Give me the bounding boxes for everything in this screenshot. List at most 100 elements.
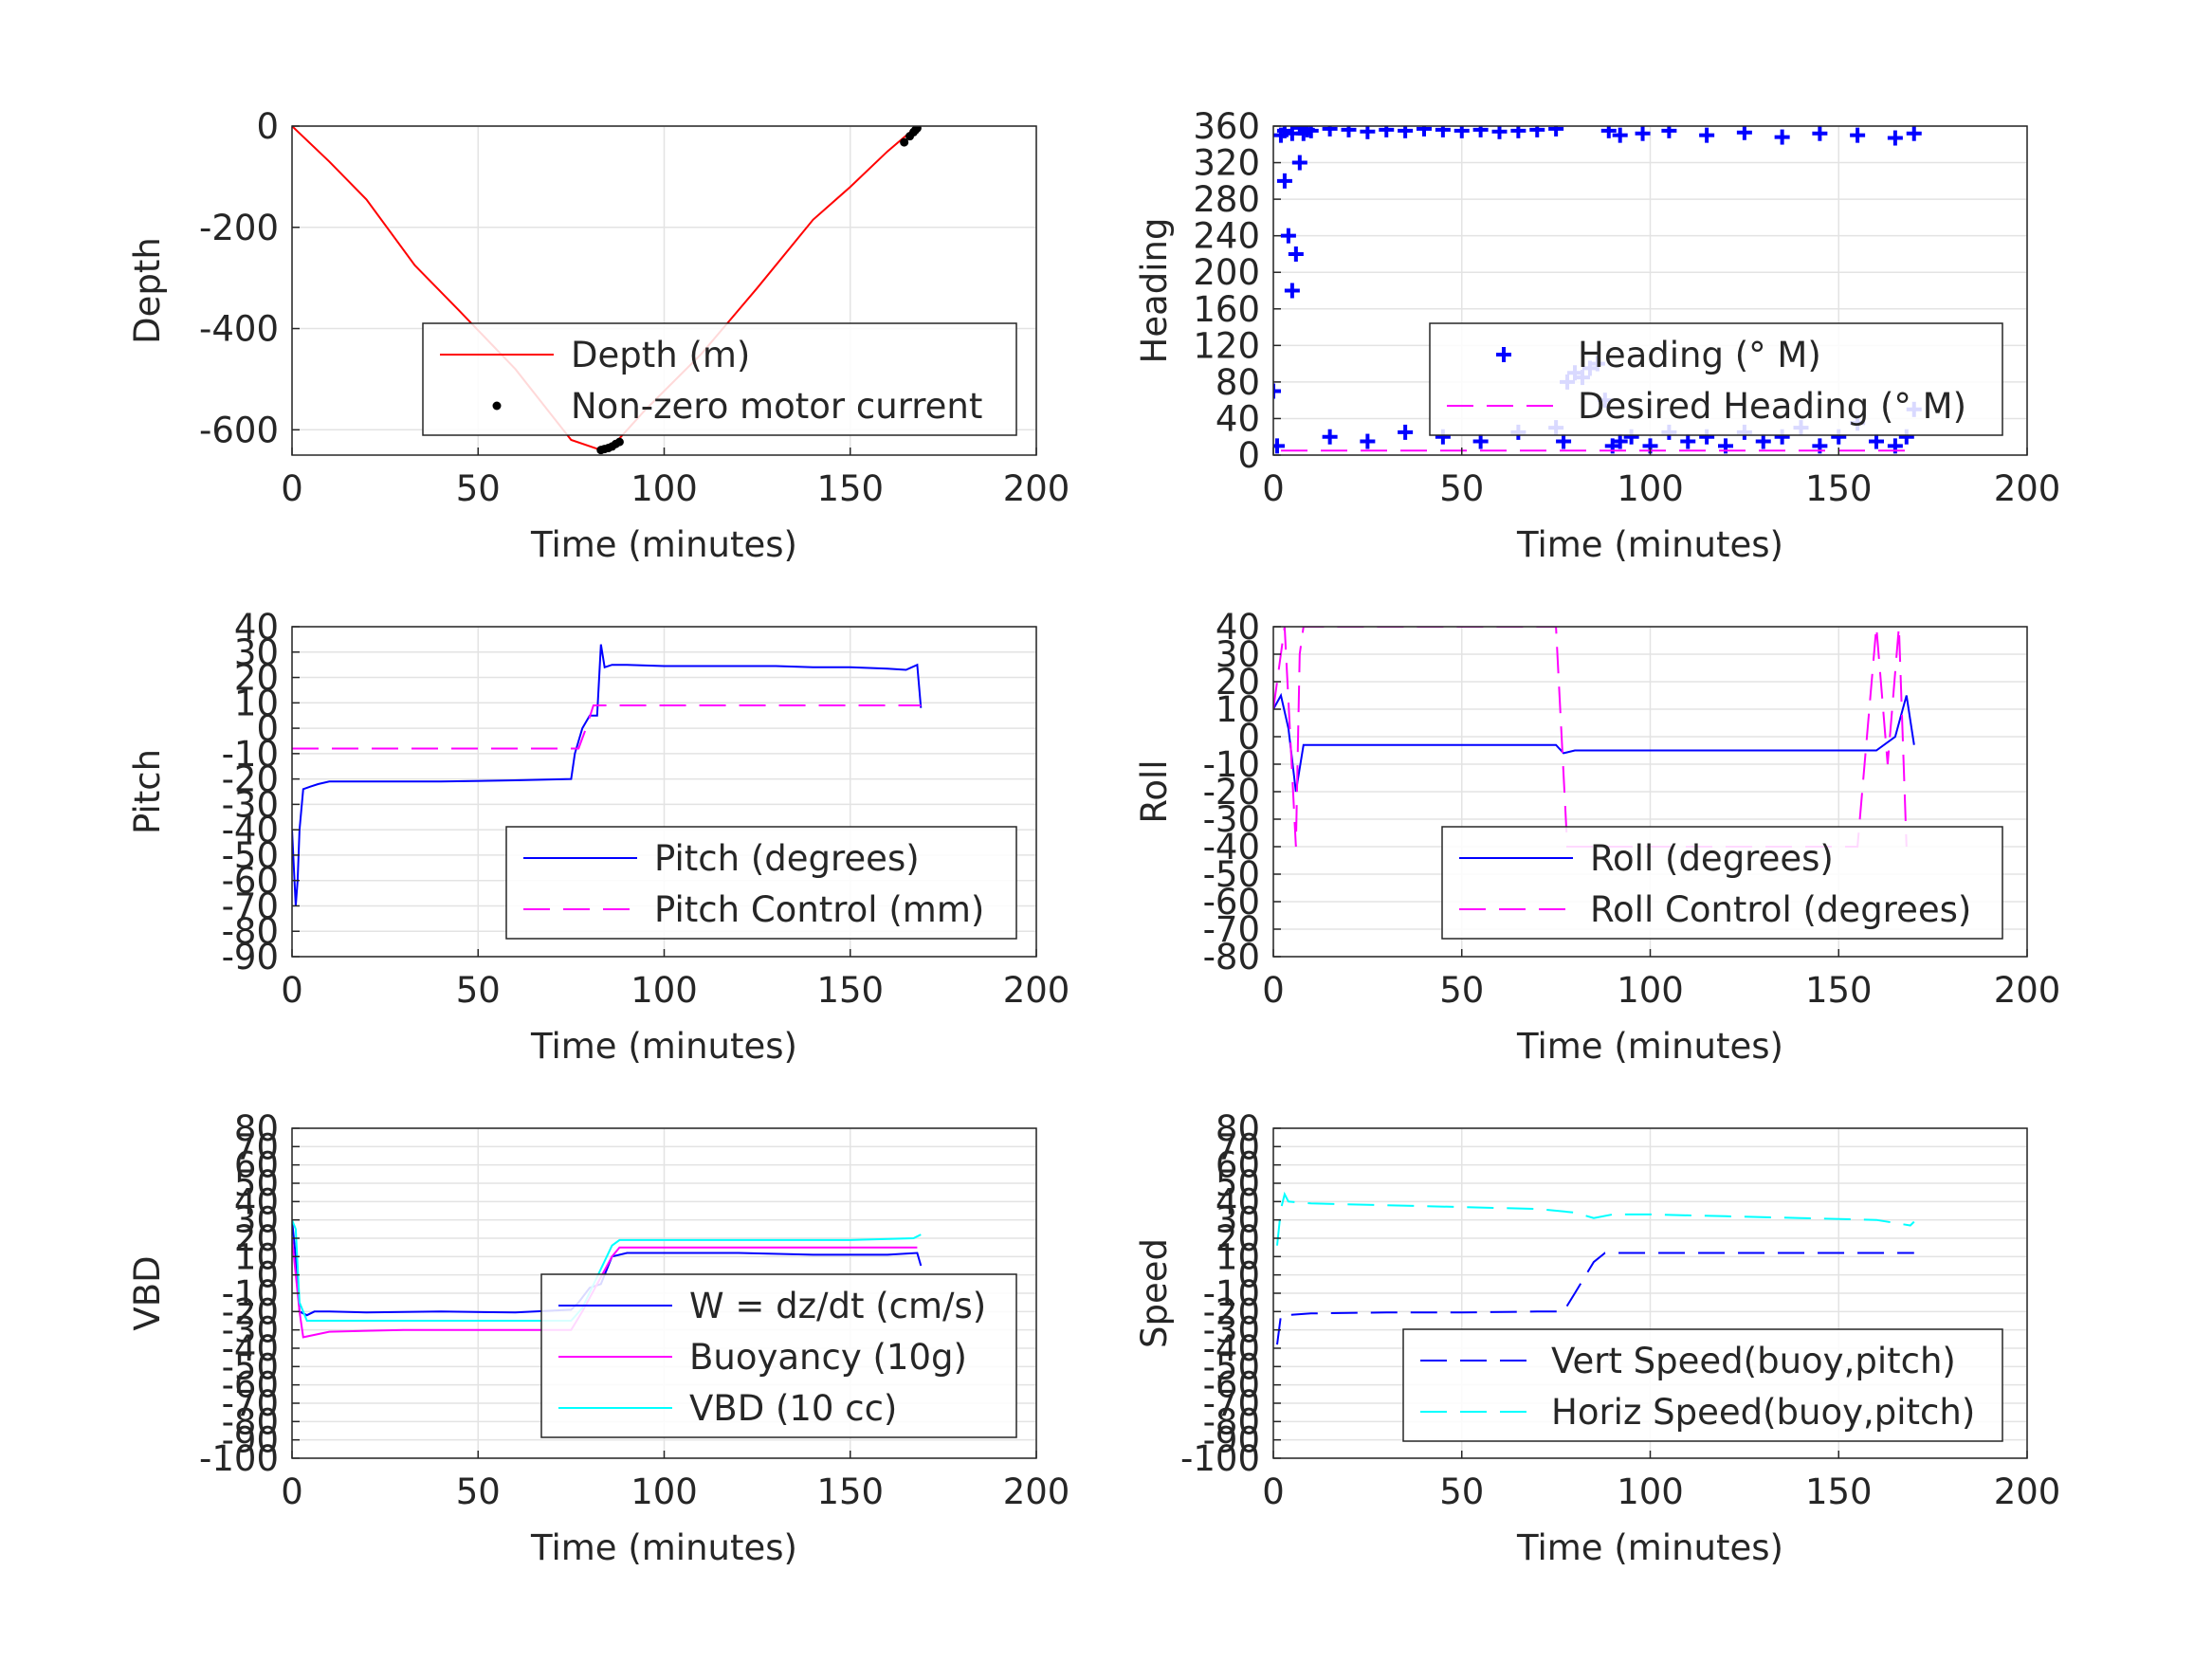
tick-label-y: -30: [222, 1310, 279, 1351]
tick-label-y: -90: [222, 937, 279, 978]
tick-label-x: 150: [816, 970, 884, 1011]
marker-depth: [900, 137, 909, 147]
tick-label-y: 0: [1237, 435, 1260, 476]
tick-label-y: -20: [222, 1291, 279, 1332]
tick-label-y: 10: [234, 1236, 279, 1277]
tick-label-y: 30: [234, 1200, 279, 1241]
series-pitch-1: [292, 704, 922, 750]
subplot-vbd: 0 50 100 150 20080706050403020100-10-20-30-4…: [127, 1108, 1069, 1568]
tick-label-x: 0: [1262, 468, 1285, 509]
y-axis-label: Pitch: [127, 749, 168, 834]
tick-label-x: 150: [1805, 468, 1873, 509]
marker-heading: [1417, 126, 1432, 137]
marker-heading: [1398, 126, 1414, 138]
tick-label-y: -40: [222, 1328, 279, 1369]
tick-label-y: -50: [222, 1346, 279, 1387]
tick-label-y: -80: [1203, 1401, 1260, 1442]
tick-label-y: -60: [1203, 882, 1260, 923]
tick-label-y: -100: [1180, 1438, 1260, 1479]
tick-label-x: 50: [1439, 1471, 1484, 1512]
tick-label-y: 40: [1216, 1181, 1260, 1222]
legend-label: Heading (° M): [1578, 335, 1821, 375]
tick-label-y: 40: [234, 1181, 279, 1222]
tick-label-x: 100: [1617, 1471, 1684, 1512]
x-axis-label: Time (minutes): [530, 1527, 797, 1568]
tick-label-y: 0: [256, 106, 279, 147]
y-axis-label: Speed: [1134, 1238, 1175, 1348]
tick-label-y: -40: [1203, 827, 1260, 868]
tick-label-y: -40: [1203, 1328, 1260, 1369]
subplot-depth: 0 50 100 150 200 0 -200 -400 -600 Time (minutes) D…: [127, 106, 1069, 565]
marker-heading: [1273, 383, 1281, 399]
series-roll-0: [1273, 692, 1915, 793]
marker-heading: [1612, 433, 1628, 449]
tick-label-y: -10: [222, 1273, 279, 1314]
legend-box: [422, 322, 1017, 436]
tick-label-y: -50: [1203, 854, 1260, 895]
tick-label-y: 30: [1216, 1200, 1260, 1241]
series-speed-0: [1276, 1252, 1914, 1345]
tick-label-y: 10: [1216, 1236, 1260, 1277]
tick-label-x: 100: [1617, 468, 1684, 509]
series-group-speed: [1276, 1191, 1915, 1345]
tick-label-y: -70: [222, 886, 279, 926]
x-axis-label: Time (minutes): [1516, 524, 1783, 565]
tick-label-x: 50: [1439, 468, 1484, 509]
legend-label: Pitch Control (mm): [654, 889, 984, 930]
tick-label-x: 200: [1994, 970, 2061, 1011]
tick-label-y: 70: [234, 1126, 279, 1167]
tick-label-y: 50: [234, 1163, 279, 1204]
tick-label-y: 60: [234, 1145, 279, 1186]
tick-label-y: -50: [1203, 1346, 1260, 1387]
marker-heading: [1360, 433, 1376, 449]
marker-heading: [1322, 429, 1338, 445]
marker-heading: [1755, 433, 1771, 449]
tick-label-x: 0: [1262, 1471, 1285, 1512]
tick-label-y: 30: [234, 632, 279, 673]
tick-label-y: 0: [256, 1255, 279, 1296]
tick-label-x: 150: [816, 1471, 884, 1512]
tick-label-y: 120: [1193, 325, 1260, 366]
tick-label-y: -30: [222, 784, 279, 825]
x-axis-label: Time (minutes): [1516, 1026, 1783, 1067]
tick-label-x: 200: [1003, 468, 1070, 509]
marker-heading: [1280, 228, 1296, 244]
tick-label-y: -70: [1203, 1383, 1260, 1424]
tick-label-x: 150: [816, 468, 884, 509]
tick-label-y: 20: [234, 658, 279, 699]
tick-label-y: -30: [1203, 1310, 1260, 1351]
tick-label-y: -200: [199, 208, 279, 248]
tick-label-y: -80: [222, 911, 279, 952]
tick-label-y: -40: [222, 810, 279, 850]
legend-swatch: [1496, 347, 1511, 362]
tick-label-y: -20: [222, 759, 279, 800]
marker-heading: [1435, 126, 1451, 137]
tick-label-y: -80: [222, 1401, 279, 1442]
tick-label-y: 160: [1193, 289, 1260, 330]
x-axis-label: Time (minutes): [1516, 1527, 1783, 1568]
tick-label-y: 60: [1216, 1145, 1260, 1186]
tick-label-y: 30: [1216, 634, 1260, 675]
legend-label: VBD (10 cc): [689, 1388, 897, 1429]
subplot-pitch: 0 50 100 150 200403020100-10-20-30-40-50-60-…: [127, 607, 1069, 1067]
series-speed-1: [1276, 1191, 1915, 1246]
marker-heading: [1284, 283, 1300, 299]
legend-roll: Roll (degrees) Roll Control (degrees): [1441, 826, 2003, 940]
marker-heading: [1556, 433, 1572, 449]
legend-label: Pitch (degrees): [654, 838, 920, 879]
marker-heading: [1341, 126, 1357, 137]
legend-label: W = dz/dt (cm/s): [689, 1286, 986, 1326]
tick-label-x: 0: [281, 970, 303, 1011]
marker-heading: [1379, 126, 1395, 137]
legend-label: Desired Heading (° M): [1578, 386, 1966, 427]
y-axis-label: VBD: [127, 1255, 168, 1330]
tick-label-y: 0: [1237, 1255, 1260, 1296]
subplot-heading: 0 50 100 150 20004080120160200240280320360Ti…: [1134, 106, 2060, 565]
legend-label: Buoyancy (10g): [689, 1337, 967, 1378]
tick-label-y: -20: [1203, 772, 1260, 813]
marker-heading: [1529, 126, 1545, 137]
marker-heading: [1472, 126, 1489, 137]
tick-label-y: 20: [234, 1218, 279, 1259]
marker-depth: [912, 126, 922, 133]
